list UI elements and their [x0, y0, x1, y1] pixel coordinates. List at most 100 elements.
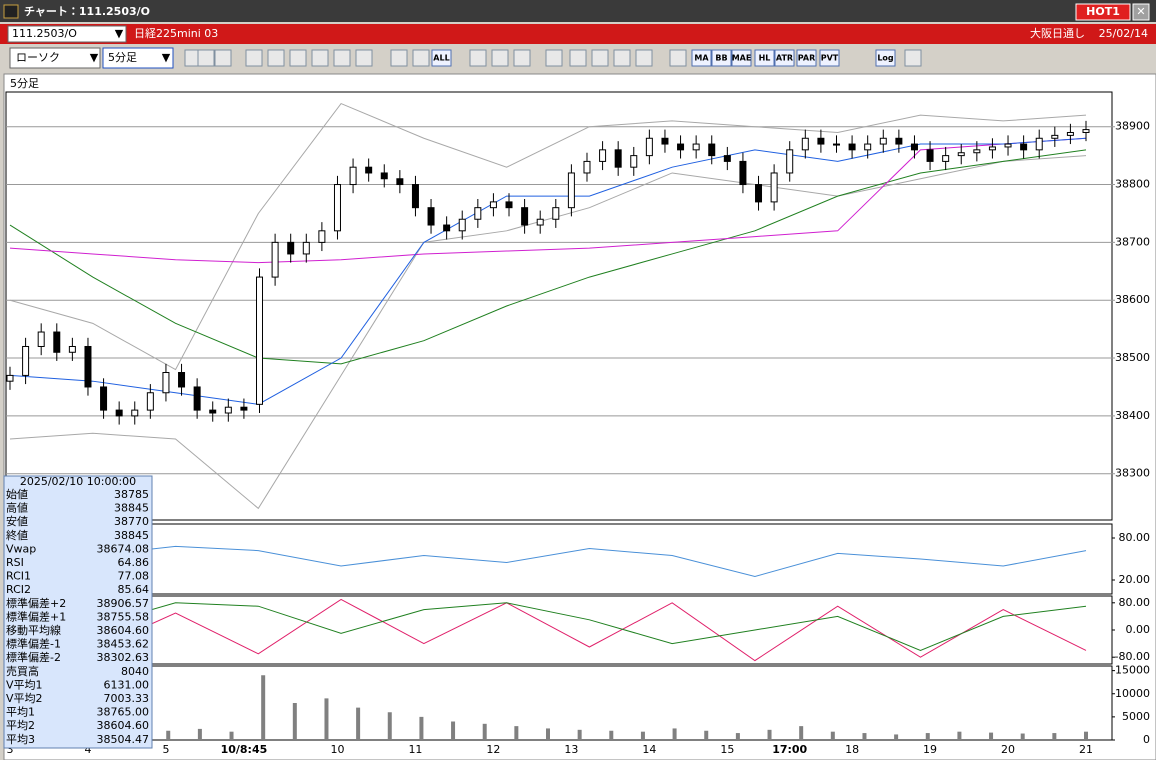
volume-bar	[261, 675, 266, 740]
tool-button-label[interactable]: HL	[759, 54, 771, 63]
tool-button[interactable]	[774, 49, 795, 67]
interval-select[interactable]	[102, 47, 174, 69]
info-value: 38604.60	[97, 624, 150, 637]
candle-body	[599, 149, 607, 162]
tool-button[interactable]	[711, 49, 732, 67]
info-value: 38906.57	[97, 597, 150, 610]
tool-icon[interactable]	[267, 49, 285, 67]
candle-body	[365, 166, 373, 174]
tool-button[interactable]	[691, 49, 712, 67]
info-label: RCI2	[6, 583, 31, 596]
info-box	[3, 475, 153, 749]
hot-label[interactable]: HOT1	[1086, 5, 1120, 18]
tool-button-label[interactable]: MAE	[732, 54, 752, 63]
chart-type[interactable]: ローソク	[16, 51, 60, 64]
volume-bar	[894, 734, 899, 740]
tool-icon[interactable]	[613, 49, 631, 67]
candle-body	[146, 392, 154, 411]
tool-icon[interactable]	[245, 49, 263, 67]
tool-icon[interactable]	[513, 49, 531, 67]
candle-body	[209, 409, 217, 414]
tool-button-label[interactable]: Log	[877, 54, 894, 63]
tool-icon[interactable]	[390, 49, 408, 67]
close-icon[interactable]: ✕	[1136, 5, 1145, 18]
volume-bar	[514, 726, 519, 740]
tool-button[interactable]	[431, 49, 452, 67]
candle-body	[973, 149, 981, 154]
info-label: 高値	[6, 501, 28, 515]
interval[interactable]: 5分足	[108, 51, 137, 64]
volume-bar	[957, 731, 962, 740]
tool-icon[interactable]	[412, 49, 430, 67]
candle-body	[162, 372, 170, 394]
tool-button-label[interactable]: PVT	[821, 54, 839, 63]
volume-bar	[735, 733, 740, 740]
volume-bar	[609, 730, 614, 740]
tool-icon[interactable]	[569, 49, 587, 67]
info-label: RSI	[6, 556, 24, 569]
tool-icon[interactable]	[669, 49, 687, 67]
tool-icon[interactable]	[311, 49, 329, 67]
x-tick-label: 15	[720, 743, 734, 756]
symbol[interactable]: 111.2503/O	[12, 27, 77, 40]
candle-body	[68, 345, 76, 353]
tool-button-label[interactable]: ATR	[776, 54, 793, 63]
date: 25/02/14	[1099, 27, 1148, 40]
dropdown-arrow[interactable]: ▼	[162, 51, 171, 64]
tool-icon[interactable]	[904, 49, 922, 67]
tool-button-label[interactable]: ALL	[433, 54, 449, 63]
candle-body	[661, 137, 669, 145]
volume-bar	[451, 721, 456, 740]
volume-bar	[546, 728, 550, 740]
info-label: 平均2	[6, 718, 35, 732]
info-label: 安値	[6, 515, 28, 528]
y-tick-label: 38600	[1115, 293, 1150, 306]
tool-button[interactable]	[796, 49, 817, 67]
tool-button[interactable]	[731, 49, 752, 67]
candle-body	[848, 143, 856, 151]
tool-icon[interactable]	[289, 49, 307, 67]
tool-icon[interactable]	[355, 49, 373, 67]
candle-body	[801, 137, 809, 151]
close-button[interactable]	[1132, 3, 1150, 21]
tool-icon[interactable]	[491, 49, 509, 67]
indicator-line	[9, 155, 1087, 510]
candle-body	[786, 149, 794, 174]
indicator-line	[9, 137, 1087, 405]
hot-button[interactable]	[1075, 3, 1131, 21]
dropdown-arrow[interactable]: ▼	[90, 51, 99, 64]
info-value: 38755.58	[97, 610, 150, 623]
dropdown-arrow[interactable]: ▼	[115, 27, 124, 40]
candle-body	[552, 207, 560, 220]
tool-icon[interactable]	[214, 49, 232, 67]
candle-body	[988, 146, 996, 151]
volume-bar	[862, 733, 867, 740]
tool-icon[interactable]	[333, 49, 351, 67]
tool-icon[interactable]	[197, 49, 215, 67]
chart-type-select[interactable]	[9, 47, 101, 69]
candle-body	[1020, 143, 1028, 151]
tool-icon[interactable]	[635, 49, 653, 67]
tool-icon[interactable]	[591, 49, 609, 67]
tool-icon[interactable]	[469, 49, 487, 67]
info-value: 38785	[114, 488, 149, 501]
x-tick-label: 5	[162, 743, 169, 756]
tool-icon[interactable]	[545, 49, 563, 67]
symbol-select[interactable]	[7, 25, 127, 43]
volume-bar	[1084, 731, 1088, 740]
tool-button[interactable]	[875, 49, 896, 67]
candle-body	[427, 207, 435, 226]
tool-button-label[interactable]: PAR	[798, 54, 815, 63]
tool-button[interactable]	[754, 49, 775, 67]
volume-bar	[1052, 733, 1057, 740]
y-tick-label: 38800	[1115, 178, 1150, 191]
x-tick-label: 10/8:45	[221, 743, 268, 756]
tool-button-label[interactable]: MA	[694, 54, 709, 63]
y-tick-label: 38300	[1115, 467, 1150, 480]
tool-button-label[interactable]: BB	[715, 54, 727, 63]
tool-button[interactable]	[819, 49, 840, 67]
candle-body	[505, 201, 513, 209]
candle-body	[443, 224, 451, 232]
